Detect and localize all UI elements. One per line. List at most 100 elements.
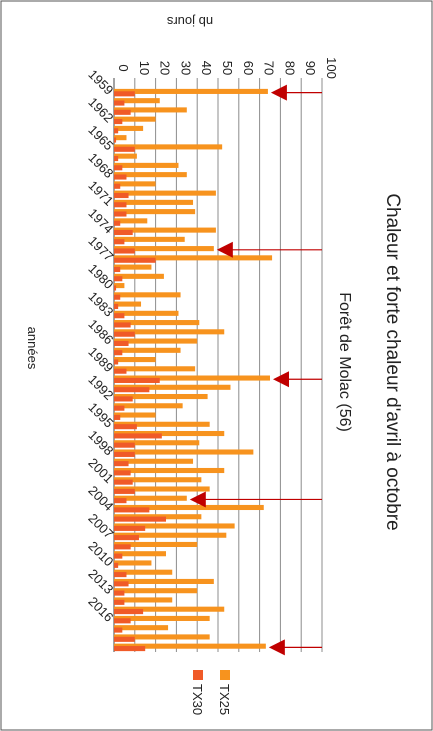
bar-tx30 bbox=[114, 165, 123, 171]
value-tick-label: 80 bbox=[282, 61, 297, 75]
bar-tx30 bbox=[114, 119, 123, 125]
annotation-arrow-head bbox=[270, 84, 287, 101]
bar-tx30 bbox=[114, 257, 156, 263]
bar-tx30 bbox=[114, 331, 135, 337]
year-tick-label: 1986 bbox=[85, 316, 116, 347]
value-tick-label: 40 bbox=[199, 61, 214, 75]
bar-tx25 bbox=[114, 301, 142, 307]
year-tick-label: 2004 bbox=[85, 483, 116, 514]
bar-tx25 bbox=[114, 606, 225, 612]
category-axis-title: années bbox=[25, 327, 40, 370]
bar-tx30 bbox=[114, 285, 117, 291]
bar-tx30 bbox=[114, 544, 131, 550]
bar-tx25 bbox=[114, 486, 210, 492]
value-tick-label: 10 bbox=[137, 61, 152, 75]
bar-tx25 bbox=[114, 292, 181, 298]
bar-tx25 bbox=[114, 153, 137, 159]
value-tick-label: 50 bbox=[220, 61, 235, 75]
value-tick-label: 70 bbox=[262, 61, 277, 75]
annotation-arrow-head bbox=[189, 491, 206, 508]
year-tick-label: 1989 bbox=[85, 344, 116, 375]
annotation-arrow-head bbox=[268, 639, 285, 656]
bar-tx25 bbox=[114, 125, 144, 131]
bar-tx30 bbox=[114, 128, 119, 134]
bar-tx25 bbox=[114, 144, 223, 150]
bar-tx25 bbox=[114, 181, 156, 187]
bar-tx30 bbox=[114, 202, 127, 208]
bar-tx30 bbox=[114, 340, 129, 347]
legend-swatch-tx25 bbox=[220, 670, 230, 680]
bar-tx25 bbox=[114, 625, 169, 631]
bar-tx30 bbox=[114, 618, 131, 624]
bar-tx25 bbox=[114, 190, 216, 196]
bar-tx25 bbox=[114, 440, 200, 446]
bar-tx25 bbox=[114, 449, 254, 455]
bar-tx25 bbox=[114, 588, 198, 594]
legend-label-tx25: TX25 bbox=[217, 684, 232, 715]
bar-tx25 bbox=[114, 98, 160, 104]
bar-tx25 bbox=[114, 255, 273, 261]
bar-tx25 bbox=[114, 329, 225, 335]
annotation-arrow-head bbox=[216, 241, 233, 258]
bar-tx25 bbox=[114, 236, 185, 242]
bar-tx25 bbox=[114, 634, 210, 640]
bar-tx30 bbox=[114, 387, 150, 393]
bar-tx25 bbox=[114, 357, 156, 363]
bar-tx25 bbox=[114, 172, 187, 178]
year-tick-label: 1995 bbox=[85, 400, 116, 431]
value-axis-title: nb jours bbox=[166, 14, 213, 29]
bar-tx25 bbox=[114, 320, 200, 326]
bar-tx25 bbox=[114, 88, 268, 94]
bar-tx25 bbox=[114, 504, 264, 511]
bar-tx25 bbox=[114, 162, 179, 168]
bar-tx30 bbox=[114, 461, 129, 467]
bar-tx25 bbox=[114, 532, 227, 538]
bar-tx25 bbox=[114, 430, 225, 437]
bar-tx30 bbox=[114, 266, 121, 273]
bar-tx25 bbox=[114, 458, 194, 464]
year-tick-label: 1998 bbox=[85, 427, 116, 458]
bar-tx25 bbox=[114, 421, 210, 427]
bar-tx30 bbox=[114, 192, 129, 199]
bar-tx25 bbox=[114, 384, 231, 390]
year-tick-label: 1968 bbox=[85, 150, 116, 181]
bar-tx25 bbox=[114, 523, 235, 529]
bar-tx30 bbox=[114, 183, 121, 189]
bar-tx30 bbox=[114, 507, 150, 513]
bar-tx30 bbox=[114, 498, 127, 504]
value-tick-label: 100 bbox=[324, 57, 339, 79]
bar-tx25 bbox=[114, 366, 196, 372]
bar-tx30 bbox=[114, 350, 123, 356]
bar-tx30 bbox=[114, 636, 135, 642]
bar-tx25 bbox=[114, 199, 194, 205]
legend-label-tx30: TX30 bbox=[190, 684, 205, 715]
bar-tx30 bbox=[114, 359, 119, 365]
bar-tx25 bbox=[114, 569, 173, 575]
bar-tx25 bbox=[114, 218, 148, 224]
bar-tx25 bbox=[114, 393, 208, 400]
bar-tx30 bbox=[114, 229, 133, 236]
chart-subtitle: Forêt de Molac (56) bbox=[336, 292, 353, 432]
year-tick-label: 2016 bbox=[85, 594, 116, 625]
bar-tx30 bbox=[114, 248, 135, 254]
bar-tx30 bbox=[114, 313, 125, 319]
bar-tx25 bbox=[114, 643, 266, 649]
year-tick-label: 1992 bbox=[85, 372, 116, 403]
bar-tx25 bbox=[114, 283, 125, 289]
bar-tx30 bbox=[114, 137, 117, 143]
bar-tx25 bbox=[114, 495, 187, 501]
legend-swatch-tx30 bbox=[193, 670, 203, 680]
value-tick-label: 30 bbox=[178, 61, 193, 75]
bar-tx30 bbox=[114, 146, 135, 152]
annotation-arrow-head bbox=[273, 371, 289, 388]
bar-tx30 bbox=[114, 424, 137, 430]
bar-tx25 bbox=[114, 264, 152, 270]
bar-tx30 bbox=[114, 211, 127, 217]
bar-tx30 bbox=[114, 368, 127, 374]
bar-tx25 bbox=[114, 375, 270, 381]
bar-tx30 bbox=[114, 479, 133, 485]
bar-tx30 bbox=[114, 174, 127, 180]
bar-tx30 bbox=[114, 239, 125, 245]
bar-tx30 bbox=[114, 553, 123, 559]
